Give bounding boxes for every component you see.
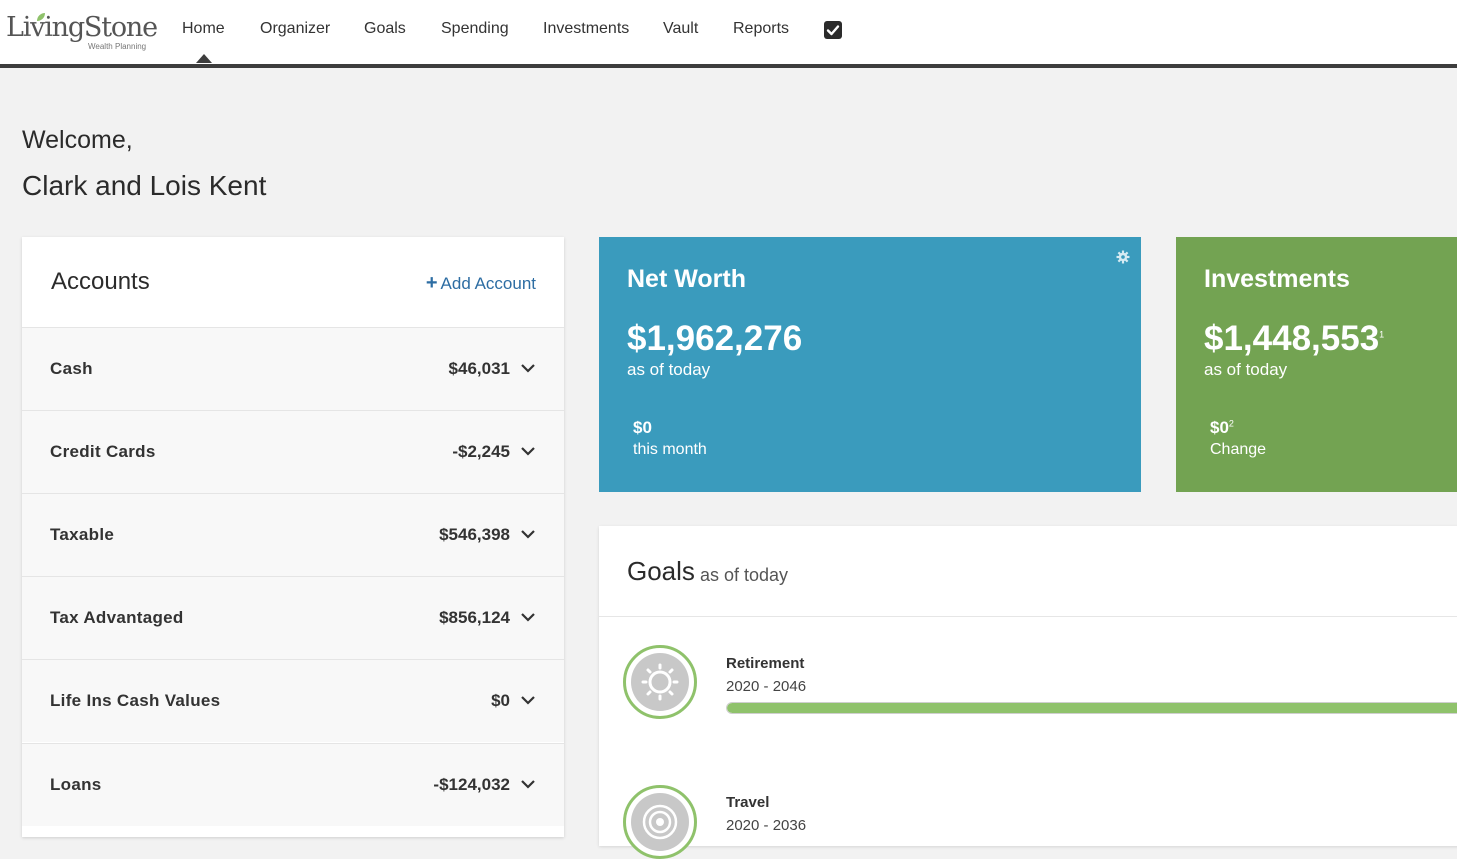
- goal-name-travel[interactable]: Travel: [726, 794, 770, 811]
- account-value: $46,031: [448, 359, 510, 378]
- account-value: $0: [491, 691, 510, 710]
- account-value: -$124,032: [433, 775, 510, 794]
- nav-home[interactable]: Home: [182, 20, 225, 37]
- leaf-icon: [37, 13, 45, 21]
- account-row-loans[interactable]: Loans -$124,032: [22, 743, 564, 826]
- goal-progress-bar-retirement: [726, 702, 1457, 714]
- accounts-title: Accounts: [51, 268, 150, 295]
- nav-investments[interactable]: Investments: [543, 20, 630, 37]
- account-row-tax-advantaged[interactable]: Tax Advantaged $856,124: [22, 576, 564, 659]
- nav-spending[interactable]: Spending: [441, 20, 509, 37]
- investments-as-of: as of today: [1204, 360, 1288, 379]
- sun-glyph: [641, 663, 679, 701]
- investments-change-value: $0: [1210, 418, 1229, 437]
- footnote-marker: 1: [1379, 329, 1385, 340]
- checkbox-icon[interactable]: [824, 21, 842, 39]
- goals-card: Goals as of today Retirement 2020 - 2046: [599, 526, 1457, 859]
- target-icon[interactable]: [623, 785, 697, 859]
- account-value: $546,398: [439, 525, 510, 544]
- nav-organizer[interactable]: Organizer: [260, 20, 331, 37]
- investments-amount-wrap: $1,448,5531: [1204, 319, 1384, 359]
- welcome-greeting: Welcome,: [22, 126, 133, 154]
- goal-progress-fill: [727, 703, 1457, 713]
- investments-title: Investments: [1204, 265, 1350, 293]
- sun-icon[interactable]: [623, 645, 697, 719]
- goal-name-retirement[interactable]: Retirement: [726, 655, 805, 672]
- welcome-user-name: Clark and Lois Kent: [22, 170, 267, 201]
- accounts-card: Accounts + Add Account Cash $46,031 Credi…: [22, 237, 564, 837]
- net-worth-as-of: as of today: [627, 360, 711, 379]
- brand-tagline: Wealth Planning: [88, 42, 147, 51]
- account-value: $856,124: [439, 608, 510, 627]
- goal-dates-travel: 2020 - 2036: [726, 817, 807, 834]
- net-worth-title: Net Worth: [627, 265, 746, 293]
- account-row-cash[interactable]: Cash $46,031: [22, 327, 564, 410]
- investments-tile[interactable]: Investments $1,448,5531 as of today $02 …: [1176, 237, 1457, 492]
- account-label: Life Ins Cash Values: [50, 691, 221, 710]
- account-row-life-ins-cash-values[interactable]: Life Ins Cash Values $0: [22, 659, 564, 742]
- top-navigation: LivingStone Wealth Planning Home Organiz…: [0, 0, 1457, 68]
- chevron-down-icon[interactable]: [520, 361, 536, 375]
- account-label: Loans: [50, 775, 102, 794]
- account-label: Credit Cards: [50, 442, 156, 461]
- brand-logo[interactable]: LivingStone Wealth Planning: [6, 12, 158, 52]
- chevron-down-icon[interactable]: [520, 444, 536, 458]
- footnote-marker: 2: [1228, 418, 1234, 429]
- net-worth-tile[interactable]: Net Worth $1,962,276 as of today $0 this…: [599, 237, 1141, 492]
- goal-icon-background: [631, 653, 689, 711]
- goals-header: Goals as of today: [599, 526, 1457, 617]
- nav-vault[interactable]: Vault: [663, 20, 699, 37]
- account-row-credit-cards[interactable]: Credit Cards -$2,245: [22, 410, 564, 493]
- plus-icon: +: [425, 272, 438, 294]
- net-worth-change-label: this month: [633, 441, 707, 458]
- target-glyph: [642, 804, 678, 840]
- investments-change-wrap: $02: [1210, 418, 1234, 438]
- nav-reports[interactable]: Reports: [733, 20, 790, 37]
- chevron-down-icon[interactable]: [520, 777, 536, 791]
- add-account-label: Add Account: [440, 274, 536, 293]
- brand-name: LivingStone: [6, 12, 158, 43]
- goal-dates-retirement: 2020 - 2046: [726, 678, 807, 695]
- chevron-down-icon[interactable]: [520, 527, 536, 541]
- investments-change-label: Change: [1210, 441, 1267, 458]
- account-label: Tax Advantaged: [50, 608, 184, 627]
- net-worth-change-value: $0: [633, 418, 652, 437]
- goal-icon-background: [631, 793, 689, 851]
- chevron-down-icon[interactable]: [520, 610, 536, 624]
- add-account-button[interactable]: + Add Account: [426, 272, 536, 295]
- account-label: Taxable: [50, 525, 115, 544]
- account-value: -$2,245: [452, 442, 510, 461]
- investments-amount: $1,448,553: [1204, 319, 1380, 358]
- account-label: Cash: [50, 359, 93, 378]
- active-nav-indicator: [196, 54, 212, 63]
- nav-goals[interactable]: Goals: [364, 20, 406, 37]
- account-row-taxable[interactable]: Taxable $546,398: [22, 493, 564, 576]
- gear-icon[interactable]: [1116, 250, 1130, 264]
- goals-title: Goals: [627, 556, 695, 586]
- net-worth-amount: $1,962,276: [627, 319, 803, 358]
- goals-subtitle: as of today: [700, 565, 789, 585]
- chevron-down-icon[interactable]: [520, 693, 536, 707]
